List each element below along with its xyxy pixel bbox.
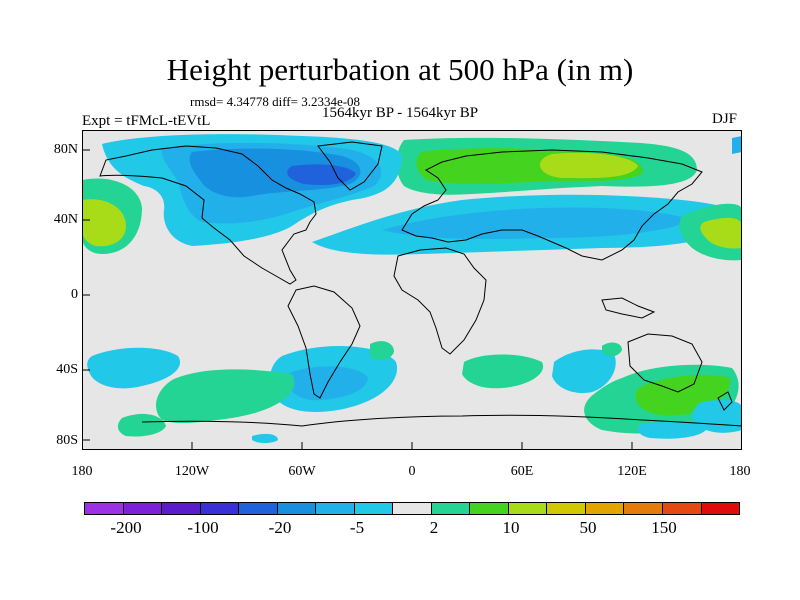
- colorbar-segment: [316, 503, 355, 514]
- y-tick-label: 80N: [53, 142, 78, 157]
- colorbar-segment: [239, 503, 278, 514]
- colorbar-label: 150: [651, 518, 677, 537]
- indonesia-coast: [601, 297, 656, 319]
- x-tick-label: 120E: [617, 464, 647, 479]
- y-tick-label: 0: [71, 287, 78, 302]
- plot-title: Height perturbation at 500 hPa (in m): [166, 52, 634, 87]
- south-america-coast: [287, 285, 361, 399]
- colorbar: [84, 502, 740, 515]
- colorbar-segment: [624, 503, 663, 514]
- colorbar-segment: [470, 503, 509, 514]
- x-tick-label: 180: [729, 464, 751, 479]
- colorbar-segment: [393, 503, 432, 514]
- colorbar-segment: [354, 503, 394, 514]
- north-america-coast: [99, 145, 317, 285]
- y-tick-label: 40S: [56, 362, 78, 377]
- x-tick-label: 180: [71, 464, 93, 479]
- eurasia-coast: [401, 149, 703, 261]
- experiment-label: Expt = tFMcL-tEVtL: [82, 113, 211, 129]
- colorbar-segment: [277, 503, 317, 514]
- y-tick-label: 80S: [56, 433, 78, 448]
- colorbar-segment: [662, 503, 702, 514]
- colorbar-segment: [162, 503, 201, 514]
- axis-ticks: [82, 149, 633, 450]
- antarctica-coast: [141, 414, 742, 427]
- colorbar-label: -200: [110, 518, 142, 537]
- colorbar-label: 10: [502, 518, 520, 537]
- y-tick-label: 40N: [53, 212, 78, 227]
- colorbar-label: 2: [429, 518, 439, 537]
- colorbar-segment: [431, 503, 471, 514]
- colorbar-segment: [701, 503, 740, 514]
- colorbar-label: -100: [187, 518, 219, 537]
- period-label: 1564kyr BP - 1564kyr BP: [322, 105, 479, 121]
- colorbar-segment: [585, 503, 625, 514]
- greenland-coast: [317, 141, 383, 191]
- africa-coast: [393, 247, 487, 355]
- colorbar-segment: [508, 503, 548, 514]
- colorbar-segment: [547, 503, 586, 514]
- colorbar-label: 50: [579, 518, 597, 537]
- australia-coast: [627, 333, 703, 393]
- x-tick-label: 60W: [288, 464, 316, 479]
- x-tick-label: 120W: [174, 464, 210, 479]
- colorbar-segment: [200, 503, 240, 514]
- colorbar-segment: [85, 503, 124, 514]
- x-tick-label: 60E: [510, 464, 534, 479]
- stats-line: rmsd= 4.34778 diff= 3.2334e-08: [190, 94, 361, 109]
- map-plot: [82, 130, 742, 450]
- anomaly-fill-south: [87, 341, 742, 443]
- colorbar-segment: [123, 503, 163, 514]
- new-zealand-coast: [717, 391, 733, 411]
- x-tick-label: 0: [408, 464, 416, 479]
- colorbar-label: -20: [268, 518, 292, 537]
- coastlines: [99, 141, 742, 427]
- season-label: DJF: [712, 111, 738, 127]
- colorbar-label: -5: [349, 518, 365, 537]
